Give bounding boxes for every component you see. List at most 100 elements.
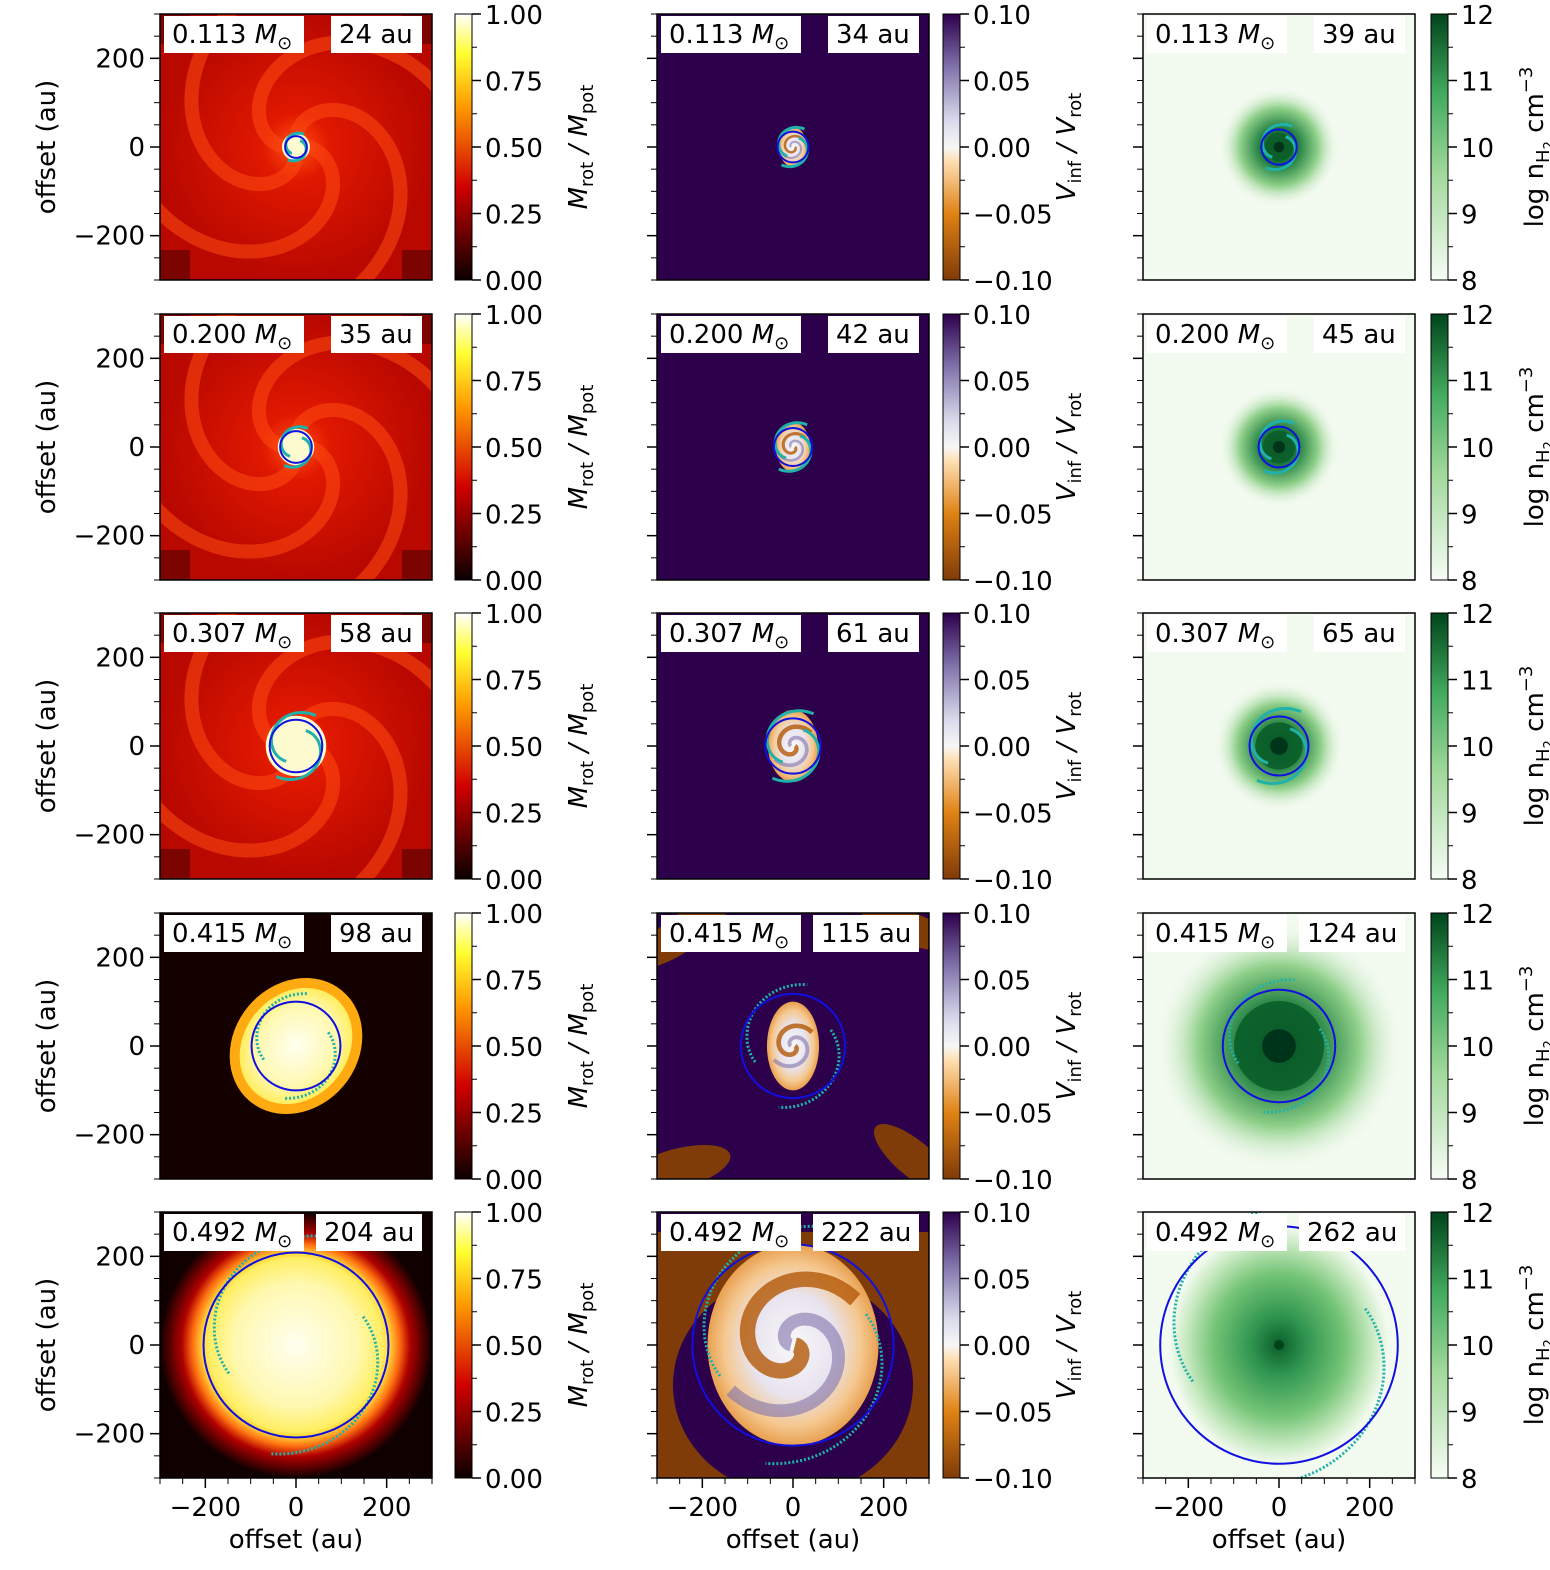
mass-label-box — [164, 316, 304, 353]
colorbar-tick-label: 10 — [1461, 434, 1494, 464]
y-tick-label: 200 — [95, 44, 145, 74]
x-tick-label: 0 — [1271, 1493, 1288, 1523]
colorbar-tick-label: 0.00 — [973, 434, 1031, 464]
disk-region — [265, 715, 327, 777]
disk-radius-circle — [764, 717, 822, 775]
y-tick-label: −200 — [74, 522, 145, 552]
radius-label: 35 au — [339, 320, 413, 350]
colorbar-tick-label: 11 — [1461, 368, 1494, 398]
colorbar-tick-label: 0.75 — [485, 967, 543, 997]
colorbar-tick-label: 8 — [1461, 1465, 1478, 1495]
mass-label-box — [164, 1214, 304, 1251]
panel-image — [1143, 14, 1415, 280]
radius-label: 262 au — [1307, 1218, 1397, 1248]
colorbar-tick-label: 8 — [1461, 1166, 1478, 1196]
colorbar-tick-label: 9 — [1461, 800, 1478, 830]
colorbar-tick-label: 11 — [1461, 68, 1494, 98]
colorbar-tick-label: 11 — [1461, 667, 1494, 697]
disk-radius-circle — [284, 135, 308, 159]
spiral-arm — [779, 439, 804, 462]
panel-r1-c3: 0.113 M⊙ 39 au 8 9 10 11 12 log nH2 cm−3 — [1133, 1, 1550, 297]
colorbar-tick-label: 12 — [1461, 1199, 1494, 1229]
disk-region — [766, 1001, 820, 1091]
colorbar-tick-label: 0.25 — [485, 1100, 543, 1130]
colorbar-tick-label: 0.75 — [485, 667, 543, 697]
y-tick-label: −200 — [74, 821, 145, 851]
mass-label-box — [164, 615, 304, 652]
disk-radius-circle — [772, 426, 814, 468]
density-core — [1270, 737, 1288, 755]
x-axis-label: offset (au) — [1212, 1525, 1347, 1555]
mass-label: 0.200 M⊙ — [669, 320, 789, 354]
radius-label: 39 au — [1322, 20, 1396, 50]
boundary-contour — [1256, 727, 1308, 785]
disk-radius-circle — [1260, 128, 1298, 166]
mass-label-box — [661, 16, 801, 53]
spiral-arm — [726, 1312, 845, 1418]
mass-label-box — [164, 915, 304, 952]
colorbar-label: log nH2 cm−3 — [1516, 966, 1550, 1127]
colorbar-tick-label: −0.10 — [973, 567, 1053, 597]
panel-image — [657, 1212, 929, 1478]
colorbar-tick-label: −0.10 — [973, 866, 1053, 896]
boundary-contour — [765, 709, 815, 764]
x-tick-label: −200 — [170, 1493, 241, 1523]
radius-label: 61 au — [836, 619, 910, 649]
x-tick-label: −200 — [1153, 1493, 1224, 1523]
panel-image — [657, 613, 929, 879]
x-tick-label: 200 — [362, 1493, 412, 1523]
colorbar-tick-label: 0.25 — [485, 800, 543, 830]
colorbar — [1430, 612, 1449, 880]
colorbar-label: log nH2 cm−3 — [1516, 367, 1550, 528]
colorbar — [454, 1211, 473, 1479]
colorbar-label: Mrot / Mpot — [564, 684, 598, 809]
colorbar-tick-label: 9 — [1461, 1100, 1478, 1130]
spiral-arm — [289, 402, 408, 580]
panel-image — [1143, 913, 1415, 1179]
panel-image — [160, 1212, 432, 1478]
disk-radius-circle — [202, 1251, 390, 1439]
colorbar — [454, 912, 473, 1180]
spiral-arm — [289, 701, 408, 879]
spiral-arm — [772, 1035, 810, 1069]
colorbar-tick-label: 0.00 — [485, 1166, 543, 1196]
colorbar-tick-label: 0.50 — [485, 1033, 543, 1063]
spiral-arm — [184, 613, 303, 791]
colorbar-tick-label: 0.05 — [973, 1266, 1031, 1296]
mass-label: 0.307 M⊙ — [669, 619, 789, 653]
spiral-arm — [776, 724, 813, 757]
panel-r4-c3: 0.415 M⊙ 124 au 8 9 10 11 12 log nH2 cm−3 — [1133, 900, 1550, 1196]
radius-label: 34 au — [836, 20, 910, 50]
y-tick-label: 0 — [128, 1032, 145, 1062]
dark-corner — [402, 849, 432, 879]
density-core — [1273, 141, 1285, 153]
mass-label: 0.415 M⊙ — [1155, 919, 1275, 953]
colorbar-tick-label: 0.00 — [973, 1332, 1031, 1362]
disk-radius-circle — [1257, 425, 1301, 469]
spiral-arm — [160, 440, 341, 559]
panel-r2-c1: −200 0 200 offset (au) 0.200 M⊙ 35 au 0.00 0.25… — [32, 301, 598, 597]
y-tick-label: 200 — [95, 943, 145, 973]
colorbar-label: Vinf / Vrot — [1052, 1291, 1086, 1400]
radius-label: 98 au — [339, 919, 413, 949]
radius-label-box — [1314, 615, 1405, 652]
colorbar-tick-label: 0.00 — [973, 733, 1031, 763]
mass-label-box — [164, 16, 304, 53]
y-tick-label: 0 — [128, 732, 145, 762]
mass-label: 0.307 M⊙ — [172, 619, 292, 653]
boundary-contour — [771, 728, 821, 783]
y-tick-label: 200 — [95, 1242, 145, 1272]
x-tick-label: 0 — [785, 1493, 802, 1523]
colorbar-tick-label: −0.05 — [973, 1399, 1053, 1429]
colorbar-tick-label: −0.05 — [973, 1100, 1053, 1130]
disk-radius-circle — [1248, 715, 1310, 777]
boundary-contour — [1294, 1307, 1386, 1478]
colorbar-label: Mrot / Mpot — [564, 984, 598, 1109]
colorbar-tick-label: 0.05 — [973, 368, 1031, 398]
mass-label: 0.200 M⊙ — [1155, 320, 1275, 354]
mass-label: 0.200 M⊙ — [172, 320, 292, 354]
spiral-arm — [184, 14, 303, 192]
spiral-arm — [160, 739, 341, 858]
boundary-contour — [1172, 1212, 1264, 1383]
radius-label-box — [1314, 16, 1405, 53]
